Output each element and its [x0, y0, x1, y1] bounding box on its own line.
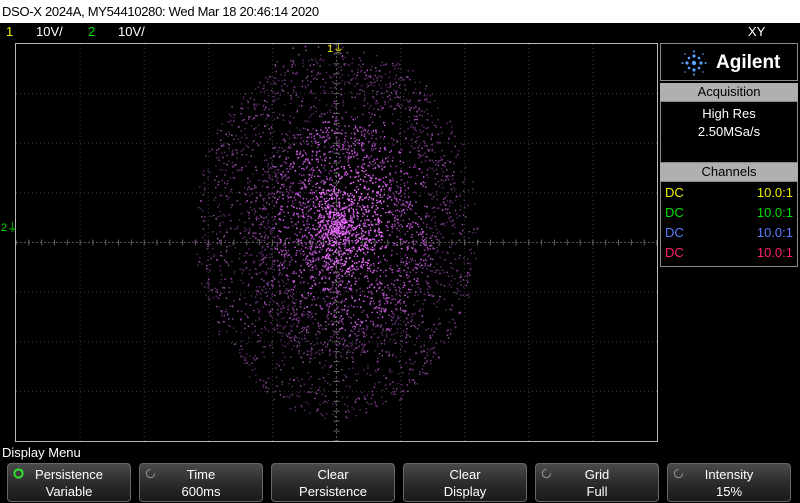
ch1-scale[interactable]: 10V/ [36, 24, 63, 39]
softkey-bar: Persistence Variable Time 600ms Clear Pe… [0, 462, 800, 503]
channel-coupling: DC [665, 205, 684, 220]
title-bar: DSO-X 2024A, MY54410280: Wed Mar 18 20:4… [0, 0, 800, 23]
persistence-softkey[interactable]: Persistence Variable [7, 463, 131, 502]
ch2-number[interactable]: 2 [88, 24, 96, 39]
sample-rate: 2.50MSa/s [697, 124, 761, 139]
channel-bar: 1 10V/ 2 10V/ XY [0, 23, 800, 41]
acquisition-mode: High Res [702, 106, 756, 121]
channel-row-4: DC 10.0:1 [661, 243, 797, 263]
intensity-softkey[interactable]: Intensity 15% [667, 463, 791, 502]
acquisition-box: High Res 2.50MSa/s [660, 101, 798, 163]
ground-icon: ⏚ [7, 222, 19, 234]
channel-coupling: DC [665, 225, 684, 240]
graticule-grid [16, 44, 657, 441]
channels-header: Channels [660, 163, 798, 181]
channel-coupling: DC [665, 185, 684, 200]
waveform-graticule[interactable] [15, 43, 658, 442]
title-text: DSO-X 2024A, MY54410280: Wed Mar 18 20:4… [2, 4, 319, 19]
grid-softkey[interactable]: Grid Full [535, 463, 659, 502]
channel-row-2: DC 10.0:1 [661, 203, 797, 223]
clear-persistence-softkey[interactable]: Clear Persistence [271, 463, 395, 502]
channel-row-3: DC 10.0:1 [661, 223, 797, 243]
rotate-knob-icon [541, 468, 552, 479]
ch2-marker[interactable]: 2⏚ [1, 222, 19, 234]
channel-probe-ratio: 10.0:1 [756, 245, 793, 260]
time-softkey[interactable]: Time 600ms [139, 463, 263, 502]
channel-coupling: DC [665, 245, 684, 260]
clear-display-softkey[interactable]: Clear Display [403, 463, 527, 502]
channel-probe-ratio: 10.0:1 [756, 185, 793, 200]
agilent-spark-icon [681, 50, 707, 76]
brand-logo: Agilent [660, 43, 798, 81]
ch1-marker[interactable]: 1⏚ [327, 43, 345, 55]
channel-probe-ratio: 10.0:1 [756, 225, 793, 240]
menu-title: Display Menu [2, 445, 81, 460]
rotate-knob-icon [673, 468, 684, 479]
acquisition-header: Acquisition [660, 83, 798, 101]
channels-box: DC 10.0:1 DC 10.0:1 DC 10.0:1 DC 10.0:1 [660, 181, 798, 267]
rotate-knob-icon [145, 468, 156, 479]
ground-icon: ⏚ [333, 43, 345, 55]
persistence-trace [194, 45, 480, 419]
brand-name: Agilent [716, 52, 781, 73]
channel-row-1: DC 10.0:1 [661, 183, 797, 203]
xy-mode-label: XY [748, 24, 766, 39]
info-panel: Agilent Acquisition High Res 2.50MSa/s C… [660, 43, 798, 267]
rotate-knob-icon [13, 468, 24, 479]
channel-probe-ratio: 10.0:1 [756, 205, 793, 220]
ch1-number[interactable]: 1 [6, 24, 14, 39]
ch2-scale[interactable]: 10V/ [118, 24, 145, 39]
